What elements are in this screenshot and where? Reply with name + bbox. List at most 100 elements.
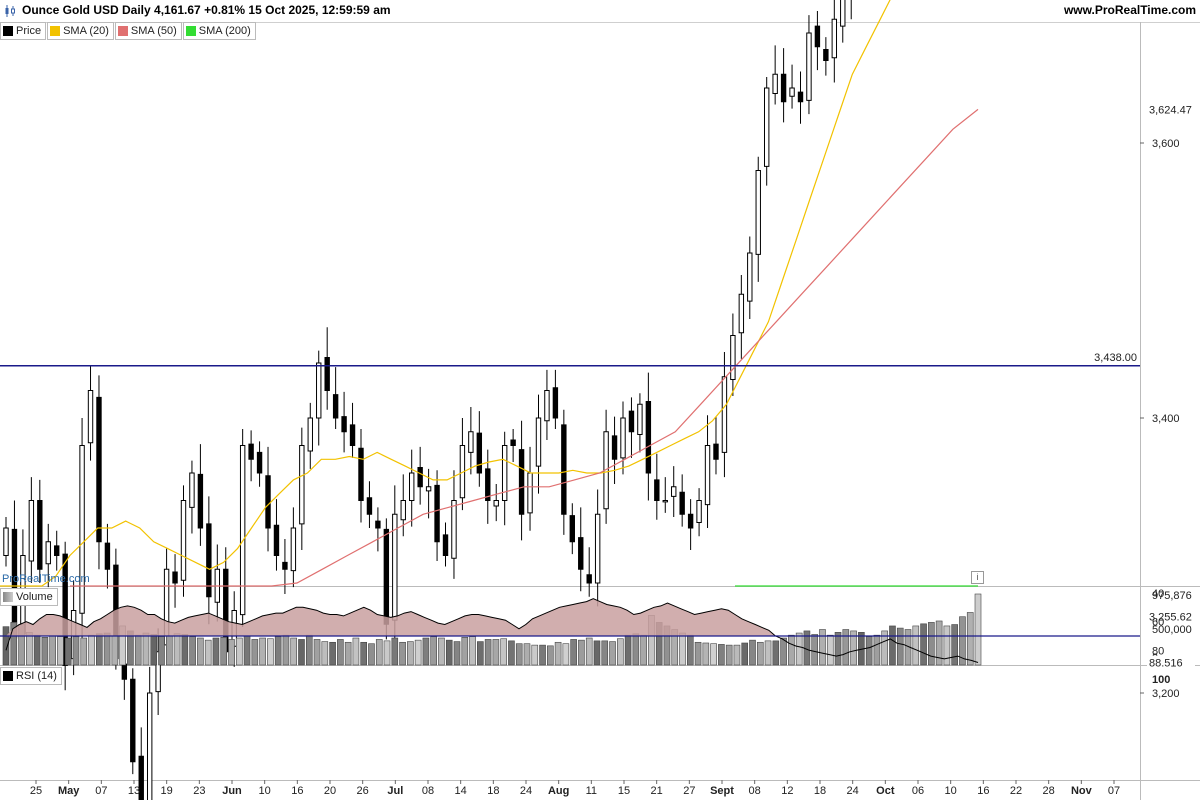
candle bbox=[713, 443, 719, 460]
candle bbox=[738, 293, 745, 334]
volume-bar bbox=[453, 641, 461, 666]
site-link[interactable]: www.ProRealTime.com bbox=[1063, 3, 1196, 17]
candle bbox=[569, 515, 575, 543]
x-tick-label: Aug bbox=[548, 785, 569, 797]
legend-item-sma200[interactable]: SMA (200) bbox=[182, 22, 256, 40]
info-icon[interactable]: i bbox=[971, 571, 984, 584]
volume-bar bbox=[756, 641, 764, 666]
candle bbox=[831, 18, 838, 59]
sma20-swatch-icon bbox=[50, 26, 61, 36]
volume-bar bbox=[609, 641, 616, 666]
volume-bar bbox=[422, 637, 430, 666]
volume-bar bbox=[865, 636, 873, 666]
volume-bar bbox=[142, 632, 150, 666]
volume-bar bbox=[523, 643, 531, 666]
volume-bar bbox=[826, 634, 834, 666]
x-tick-label: 07 bbox=[95, 785, 107, 797]
volume-bars bbox=[2, 593, 982, 666]
volume-bar bbox=[158, 636, 165, 666]
volume-bar bbox=[912, 625, 920, 666]
volume-bar bbox=[896, 627, 904, 666]
candle bbox=[772, 73, 778, 94]
volume-bar bbox=[733, 644, 741, 666]
volume-bar bbox=[33, 634, 41, 666]
candle bbox=[248, 443, 254, 460]
volume-bar bbox=[414, 639, 422, 666]
x-tick-label: 13 bbox=[128, 785, 140, 797]
candle bbox=[797, 91, 804, 103]
volume-bar bbox=[508, 640, 515, 666]
volume-bar bbox=[640, 634, 647, 666]
volume-bar bbox=[80, 637, 88, 666]
legend-item-sma50[interactable]: SMA (50) bbox=[114, 22, 182, 40]
x-tick-label: 23 bbox=[193, 785, 205, 797]
volume-bar bbox=[725, 644, 733, 666]
volume-bar bbox=[601, 640, 609, 666]
volume-swatch-icon bbox=[3, 592, 13, 602]
x-tick-label: 24 bbox=[847, 785, 859, 797]
volume-label[interactable]: Volume bbox=[0, 588, 58, 606]
legend-item-sma20[interactable]: SMA (20) bbox=[47, 22, 114, 40]
candle bbox=[239, 445, 246, 616]
candle bbox=[37, 500, 43, 570]
candle bbox=[840, 0, 846, 27]
price-tick-label: 3,200 bbox=[1152, 688, 1180, 700]
x-tick-label: 14 bbox=[455, 785, 467, 797]
chart-title: Ounce Gold USD Daily 4,161.67 +0.81% 15 … bbox=[22, 3, 391, 17]
x-tick-label: 06 bbox=[912, 785, 924, 797]
candle bbox=[552, 387, 559, 419]
legend-item-price[interactable]: Price bbox=[0, 22, 47, 40]
candle bbox=[687, 513, 694, 529]
candles bbox=[3, 0, 852, 800]
volume-bar bbox=[780, 637, 787, 666]
rsi-value-tag: 88.516 bbox=[1149, 658, 1183, 670]
x-tick-label: 16 bbox=[291, 785, 303, 797]
volume-bar bbox=[788, 634, 795, 666]
sma200-tag: 3,255.62 bbox=[1149, 612, 1192, 624]
rsi-tick-label: 100 bbox=[1152, 674, 1170, 686]
candle bbox=[307, 417, 313, 452]
volume-bar bbox=[96, 633, 103, 666]
candle bbox=[586, 574, 592, 584]
candle bbox=[324, 357, 330, 391]
x-tick-label: 10 bbox=[259, 785, 271, 797]
candle bbox=[79, 445, 85, 614]
volume-bar bbox=[438, 637, 445, 666]
volume-bar bbox=[197, 637, 204, 666]
sma50-tag: 3,624.47 bbox=[1149, 104, 1192, 116]
rsi-tick-label: 80 bbox=[1152, 645, 1164, 657]
volume-bar bbox=[57, 636, 64, 666]
rsi-label[interactable]: RSI (14) bbox=[0, 667, 62, 685]
x-tick-label: 21 bbox=[651, 785, 663, 797]
volume-bar bbox=[951, 624, 958, 666]
x-tick-label: 11 bbox=[586, 785, 597, 797]
volume-label-text: Volume bbox=[16, 591, 53, 603]
candle bbox=[409, 472, 415, 501]
volume-bar bbox=[974, 593, 982, 666]
candle bbox=[814, 25, 821, 48]
rsi-tick-label: 60 bbox=[1152, 617, 1164, 629]
volume-bar bbox=[819, 629, 826, 666]
candle bbox=[594, 513, 601, 584]
volume-bar bbox=[593, 640, 601, 666]
volume-tick-label: 500,000 bbox=[1152, 624, 1192, 636]
sma-line bbox=[70, 108, 979, 587]
volume-bar bbox=[228, 639, 235, 666]
x-tick-label: 19 bbox=[161, 785, 173, 797]
candle bbox=[544, 390, 550, 422]
x-tick-label: 22 bbox=[1010, 785, 1022, 797]
volume-bar bbox=[313, 639, 321, 666]
candlestick-logo-icon bbox=[5, 5, 15, 17]
volume-bar bbox=[259, 637, 266, 666]
rsi-tick-label: 40 bbox=[1152, 588, 1164, 600]
x-tick-label: 10 bbox=[945, 785, 957, 797]
sma-line bbox=[0, 0, 891, 587]
x-tick-label: 27 bbox=[683, 785, 695, 797]
volume-bar bbox=[461, 637, 469, 666]
volume-bar bbox=[531, 644, 539, 666]
candle bbox=[442, 534, 449, 556]
volume-bar bbox=[570, 639, 577, 666]
volume-bar bbox=[235, 637, 243, 666]
volume-tick-label: 975,876 bbox=[1152, 590, 1192, 602]
